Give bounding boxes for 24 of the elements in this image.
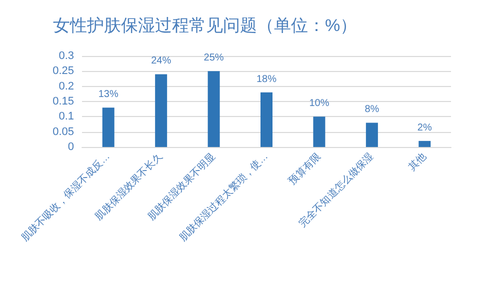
bar	[260, 92, 272, 147]
bar	[208, 71, 220, 147]
data-label: 24%	[151, 56, 172, 67]
y-tick-label: 0.3	[58, 50, 74, 62]
y-tick-label: 0.05	[52, 126, 74, 138]
x-tick-label: 其他	[406, 150, 429, 174]
data-label: 8%	[364, 104, 380, 116]
bar	[155, 74, 168, 147]
bar	[102, 108, 114, 147]
data-label: 18%	[256, 74, 277, 85]
bar	[313, 116, 326, 147]
y-tick-label: 0.15	[52, 96, 74, 108]
data-label: 10%	[309, 98, 330, 110]
y-tick-label: 0	[68, 141, 74, 153]
y-tick-label: 0.1	[58, 110, 74, 123]
y-tick-label: 0.25	[52, 65, 74, 78]
chart-title: 女性护肤保湿过程常见问题（单位：%）	[53, 16, 358, 35]
y-tick-label: 0.2	[58, 80, 74, 92]
bar	[366, 122, 378, 147]
data-label: 2%	[417, 122, 432, 134]
x-tick-label: 预算有限	[286, 150, 324, 188]
bar	[418, 140, 431, 147]
data-label: 13%	[98, 89, 118, 100]
data-label: 25%	[204, 52, 224, 64]
